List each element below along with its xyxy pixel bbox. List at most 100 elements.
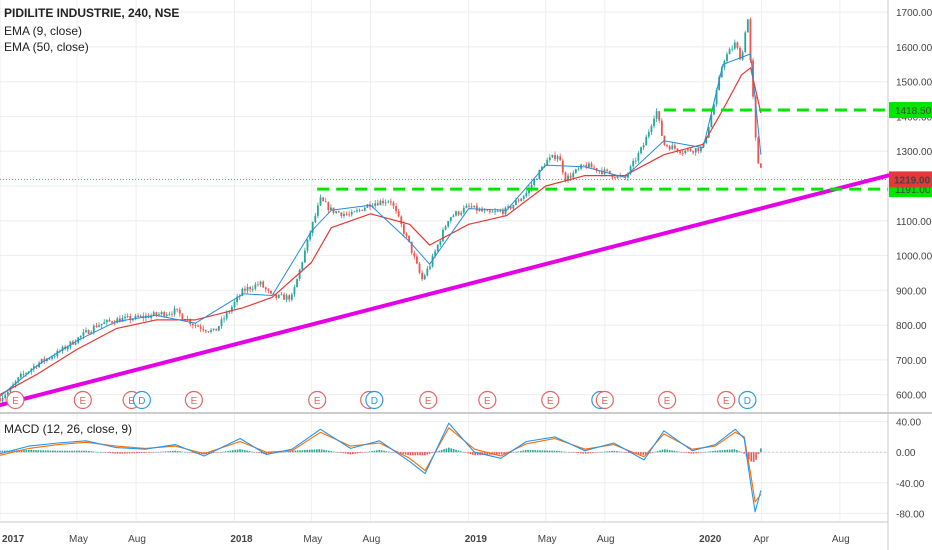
time-axis[interactable]: 2017 May Aug 2018 May Aug 2019 May Aug 2020 Apr Aug — [2, 534, 850, 545]
price-candle — [634, 160, 637, 162]
price-candle — [442, 229, 444, 242]
dividend-marker[interactable]: D — [132, 390, 152, 410]
price-candle — [491, 211, 494, 213]
macd-histogram-bar — [733, 449, 736, 453]
price-tick-label: 600.00 — [896, 391, 927, 402]
price-candle — [189, 319, 192, 324]
earnings-marker[interactable]: E — [6, 390, 25, 410]
price-candle — [653, 118, 655, 127]
price-candle — [697, 148, 700, 152]
price-candle — [40, 358, 43, 363]
price-candle — [585, 165, 588, 168]
price-candle — [197, 325, 199, 327]
macd-histogram-bar — [13, 450, 16, 453]
price-candle — [700, 146, 702, 152]
macd-histogram-bar — [412, 452, 414, 456]
earnings-marker-circle — [419, 390, 438, 410]
macd-histogram-bar — [342, 452, 345, 454]
earnings-marker[interactable]: E — [658, 390, 677, 410]
price-candle — [168, 313, 171, 315]
price-candle — [632, 160, 635, 167]
macd-histogram-bar — [421, 452, 424, 456]
macd-histogram-bar — [128, 452, 131, 454]
macd-histogram-bar — [232, 450, 234, 453]
macd-histogram-bar — [426, 452, 429, 455]
macd-histogram-bar — [455, 449, 457, 453]
macd-histogram-bar — [349, 452, 352, 455]
earnings-marker[interactable]: E — [717, 390, 736, 410]
earnings-marker-circle — [595, 390, 614, 410]
macd-histogram-bar — [618, 451, 621, 453]
price-candle — [608, 170, 611, 175]
last-price-tag — [889, 171, 932, 188]
price-candle — [647, 131, 650, 137]
price-candle — [509, 206, 512, 209]
earnings-marker[interactable]: E — [478, 390, 497, 410]
macd-histogram-bar — [280, 452, 282, 453]
price-candle — [744, 32, 747, 53]
time-tick-label: May — [538, 534, 557, 545]
macd-histogram-bar — [0, 450, 1, 453]
earnings-marker-label: E — [547, 396, 554, 407]
earnings-marker-circle — [184, 390, 204, 410]
macd-title[interactable]: MACD (12, 26, close, 9) — [4, 422, 132, 436]
price-candle — [215, 328, 218, 331]
macd-histogram-bar — [450, 448, 453, 453]
price-candle — [452, 215, 455, 218]
price-candle — [223, 318, 225, 320]
price-candle — [228, 311, 231, 313]
macd-histogram-bar — [224, 451, 227, 453]
price-candle — [470, 206, 473, 208]
price-candle — [577, 168, 580, 170]
earnings-marker[interactable]: E — [541, 390, 560, 410]
macd-histogram-bar — [246, 450, 249, 453]
macd-histogram-bar — [556, 450, 558, 453]
earnings-marker[interactable]: E — [595, 390, 614, 410]
price-candle — [6, 391, 9, 396]
earnings-marker[interactable]: E — [308, 390, 327, 410]
event-markers[interactable]: EEEDEEEDEEEDEEED — [6, 390, 757, 410]
macd-histogram-bar — [78, 450, 81, 453]
price-candle — [720, 67, 723, 78]
level-price-tag-label: 1191.00 — [895, 185, 931, 196]
price-candle — [645, 136, 648, 146]
earnings-marker[interactable]: E — [184, 390, 204, 410]
macd-histogram-bar — [383, 450, 385, 453]
price-candle — [288, 295, 291, 300]
price-candle — [389, 201, 392, 203]
earnings-marker-circle — [541, 390, 560, 410]
price-candle — [262, 281, 265, 288]
macd-histogram-bar — [685, 452, 688, 453]
macd-histogram-bar — [522, 450, 525, 453]
dividend-marker[interactable]: D — [738, 390, 757, 410]
dividend-marker-circle — [738, 390, 757, 410]
macd-histogram-bar — [644, 452, 647, 455]
price-axis[interactable]: 600.00 700.00 800.00 900.00 1000.00 1100.00 12… — [889, 8, 932, 402]
macd-histogram-bar — [680, 452, 683, 453]
macd-pane-grid — [0, 414, 888, 521]
dividend-marker[interactable]: D — [365, 390, 384, 410]
macd-histogram-bar — [162, 451, 165, 453]
macd-histogram-bar — [292, 450, 294, 453]
price-candle — [165, 314, 168, 317]
macd-histogram-bar — [431, 452, 433, 454]
macd-axis[interactable]: 40.00 0.00 -40.00 -80.00 — [896, 418, 925, 521]
dividend-marker-label: D — [744, 396, 751, 407]
macd-histogram-bar — [35, 450, 37, 453]
macd-histogram-bar — [661, 449, 664, 453]
macd-histogram-bar — [354, 452, 357, 454]
price-candle — [306, 239, 309, 251]
ema-fast-label[interactable]: EMA (9, close) — [4, 24, 82, 38]
price-candle — [90, 332, 93, 334]
earnings-marker[interactable]: E — [73, 390, 92, 410]
macd-histogram-bar — [736, 450, 738, 453]
ema-slow-label[interactable]: EMA (50, close) — [4, 40, 89, 54]
price-candle — [481, 209, 483, 212]
macd-histogram-bar — [419, 452, 421, 456]
price-candle — [105, 319, 108, 323]
macd-histogram-bar — [320, 449, 323, 453]
support-trendline[interactable] — [0, 173, 890, 408]
price-candle — [468, 205, 470, 207]
earnings-marker[interactable]: E — [419, 390, 438, 410]
